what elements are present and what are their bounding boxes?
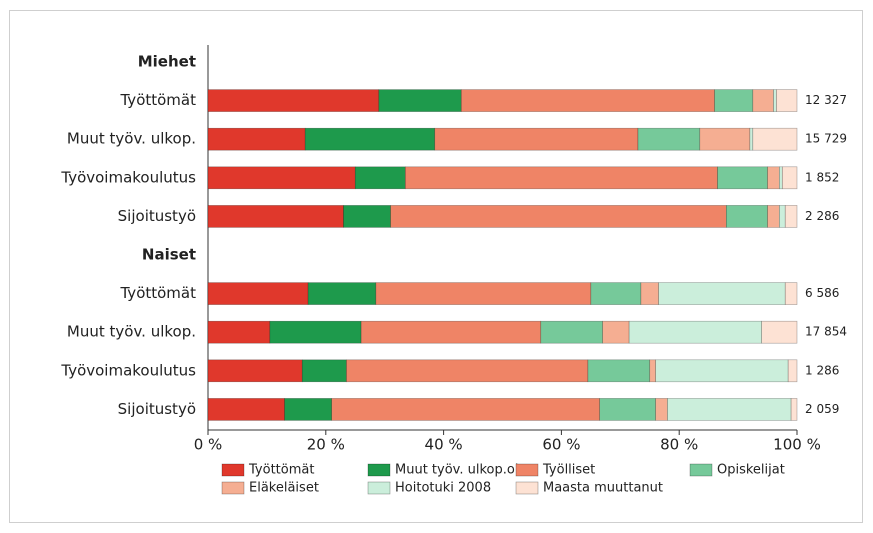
category-label: Sijoitustyö xyxy=(118,400,196,418)
legend-label: Opiskelijat xyxy=(717,463,785,478)
row-total: 12 327 xyxy=(805,93,847,107)
bar-segment xyxy=(767,166,780,190)
legend-swatch xyxy=(689,463,713,477)
bar-segment xyxy=(779,205,786,228)
bar-segment xyxy=(207,282,309,305)
bar-segment xyxy=(331,398,600,421)
bar-segment xyxy=(667,398,792,421)
row-total: 15 729 xyxy=(805,132,847,146)
bar-segment xyxy=(284,398,332,421)
bar-segment xyxy=(375,282,592,305)
bar-segment xyxy=(301,359,347,383)
bar-segment xyxy=(649,359,656,383)
bar-segment xyxy=(207,127,306,151)
bar-segment xyxy=(304,127,436,151)
bar-segment xyxy=(346,359,589,383)
row-total: 1 286 xyxy=(805,363,839,377)
category-label: Työttömät xyxy=(119,284,196,302)
bar-segment xyxy=(405,166,718,190)
bar-segment xyxy=(540,320,603,344)
legend-label: Työttömät xyxy=(248,463,314,478)
x-tick-label: 40 % xyxy=(425,436,463,454)
bar-segment xyxy=(655,398,668,421)
group-header: Naiset xyxy=(142,246,196,264)
bar-segment xyxy=(655,359,789,383)
bar-segment xyxy=(637,127,701,151)
legend-label: Hoitotuki 2008 xyxy=(395,481,491,496)
bar-segment xyxy=(781,166,798,190)
bar-segment xyxy=(354,166,406,190)
bar-segment xyxy=(784,205,798,228)
bar-segment xyxy=(752,89,774,112)
legend-swatch xyxy=(515,481,539,495)
bar-segment xyxy=(307,282,377,305)
bar-segment xyxy=(390,205,727,228)
legend-label: Muut työv. ulkop.ol. xyxy=(395,463,523,478)
bar-segment xyxy=(207,320,271,344)
bar-segment xyxy=(761,320,798,344)
row-total: 6 586 xyxy=(805,286,839,300)
legend-swatch xyxy=(367,481,391,495)
bar-segment xyxy=(207,166,356,190)
legend-swatch xyxy=(367,463,391,477)
bar-segment xyxy=(602,320,630,344)
legend-label: Työlliset xyxy=(542,463,595,478)
category-label: Työvoimakoulutus xyxy=(60,168,196,186)
bar-segment xyxy=(460,89,715,112)
legend-swatch xyxy=(221,481,245,495)
bar-segment xyxy=(628,320,762,344)
legend-label: Eläkeläiset xyxy=(249,481,319,496)
bar-segment xyxy=(207,205,344,228)
category-label: Muut työv. ulkop. xyxy=(67,323,196,341)
bar-segment xyxy=(640,282,659,305)
bar-segment xyxy=(717,166,768,190)
legend-label: Maasta muuttanut xyxy=(543,481,663,496)
bar-segment xyxy=(207,359,303,383)
bar-segment xyxy=(714,89,754,112)
x-tick-label: 80 % xyxy=(660,436,698,454)
bar-segment xyxy=(207,398,285,421)
category-label: Työvoimakoulutus xyxy=(60,361,196,379)
bar-segment xyxy=(378,89,462,112)
x-tick-label: 0 % xyxy=(194,436,223,454)
category-label: Muut työv. ulkop. xyxy=(67,130,196,148)
frame xyxy=(9,10,863,523)
category-label: Sijoitustyö xyxy=(118,207,196,225)
bar-segment xyxy=(767,205,780,228)
x-tick-label: 60 % xyxy=(542,436,580,454)
legend-swatch xyxy=(515,463,539,477)
bar-segment xyxy=(790,398,798,421)
bar-segment xyxy=(787,359,798,383)
bar-segment xyxy=(207,89,380,112)
row-total: 1 852 xyxy=(805,170,839,184)
group-header: Miehet xyxy=(138,53,196,71)
row-total: 2 059 xyxy=(805,402,839,416)
bar-segment xyxy=(599,398,656,421)
x-tick-label: 20 % xyxy=(307,436,345,454)
bar-segment xyxy=(773,89,777,112)
category-label: Työttömät xyxy=(119,91,196,109)
row-total: 2 286 xyxy=(805,209,839,223)
bar-segment xyxy=(784,282,798,305)
row-total: 17 854 xyxy=(805,325,847,339)
bar-segment xyxy=(749,127,754,151)
bar-segment xyxy=(590,282,642,305)
bar-segment xyxy=(587,359,651,383)
legend-swatch xyxy=(221,463,245,477)
bar-segment xyxy=(699,127,751,151)
bar-segment xyxy=(779,166,783,190)
bar-segment xyxy=(434,127,639,151)
bar-segment xyxy=(658,282,786,305)
x-tick-label: 100 % xyxy=(773,436,821,454)
bar-segment xyxy=(776,89,798,112)
bar-segment xyxy=(269,320,362,344)
bar-segment xyxy=(360,320,542,344)
bar-segment xyxy=(726,205,768,228)
bar-segment xyxy=(343,205,391,228)
bar-segment xyxy=(752,127,798,151)
